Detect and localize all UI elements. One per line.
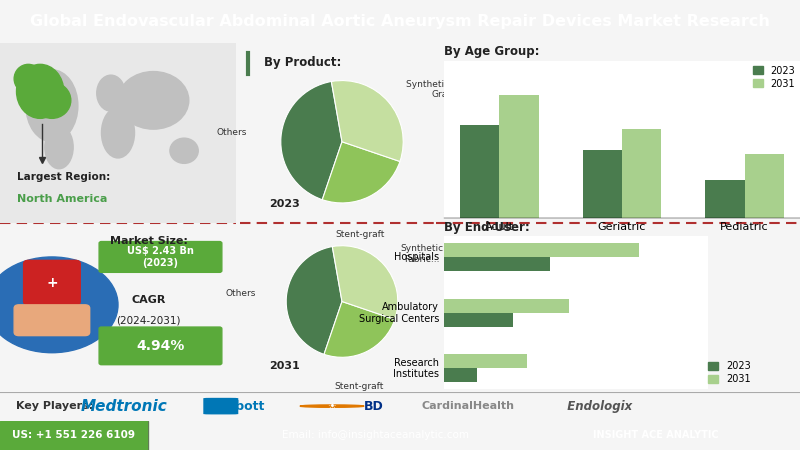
- Text: By End-User:: By End-User:: [444, 220, 530, 234]
- Text: Synthetic Fabric
Graft: Synthetic Fabric Graft: [406, 80, 479, 99]
- Wedge shape: [286, 247, 342, 354]
- Wedge shape: [332, 246, 398, 320]
- FancyBboxPatch shape: [0, 43, 236, 223]
- Ellipse shape: [170, 138, 198, 163]
- Text: Key Players:: Key Players:: [16, 401, 94, 411]
- Circle shape: [0, 257, 118, 353]
- Text: Email: info@insightaceanalytic.com: Email: info@insightaceanalytic.com: [282, 430, 470, 441]
- Wedge shape: [324, 302, 395, 357]
- Ellipse shape: [102, 108, 134, 158]
- Wedge shape: [322, 142, 400, 203]
- Text: Endologix: Endologix: [559, 400, 633, 413]
- Text: 4.94%: 4.94%: [136, 339, 185, 353]
- Text: (2024-2031): (2024-2031): [117, 315, 181, 325]
- Text: North America: North America: [17, 194, 107, 204]
- Bar: [444, 299, 569, 313]
- Bar: [444, 369, 478, 382]
- FancyBboxPatch shape: [99, 242, 222, 272]
- Bar: [444, 313, 514, 327]
- FancyBboxPatch shape: [14, 305, 90, 336]
- Wedge shape: [281, 81, 342, 200]
- Legend: 2023, 2031: 2023, 2031: [709, 361, 750, 384]
- Ellipse shape: [45, 126, 73, 169]
- FancyBboxPatch shape: [99, 327, 222, 364]
- Text: 2023: 2023: [270, 199, 300, 209]
- Bar: [706, 180, 745, 218]
- Text: Stent-graft: Stent-graft: [336, 230, 385, 239]
- FancyBboxPatch shape: [0, 421, 148, 450]
- Bar: [444, 355, 527, 369]
- Ellipse shape: [33, 82, 70, 118]
- Text: US$ 2.43 Bn
(2023): US$ 2.43 Bn (2023): [127, 246, 194, 268]
- Ellipse shape: [17, 64, 64, 118]
- Wedge shape: [331, 81, 403, 162]
- FancyBboxPatch shape: [24, 261, 80, 305]
- Bar: [622, 129, 662, 218]
- Text: CAGR: CAGR: [131, 295, 166, 305]
- Text: +: +: [46, 275, 58, 290]
- Text: Synthetic
Fabric...: Synthetic Fabric...: [401, 244, 444, 264]
- Bar: [582, 150, 622, 218]
- Text: US: +1 551 226 6109: US: +1 551 226 6109: [12, 430, 135, 441]
- Text: BD: BD: [364, 400, 384, 413]
- Text: Market Size:: Market Size:: [110, 236, 188, 247]
- Ellipse shape: [26, 70, 78, 142]
- Bar: [745, 154, 784, 218]
- Legend: 2023, 2031: 2023, 2031: [753, 66, 795, 89]
- Text: Others: Others: [225, 288, 255, 297]
- Text: Medtronic: Medtronic: [81, 399, 167, 414]
- Text: By Age Group:: By Age Group:: [444, 45, 539, 58]
- Text: By Product:: By Product:: [263, 55, 341, 68]
- Bar: [499, 95, 538, 218]
- Bar: [444, 243, 638, 257]
- FancyBboxPatch shape: [204, 399, 238, 414]
- Circle shape: [300, 405, 364, 407]
- Ellipse shape: [118, 72, 189, 129]
- Text: Largest Region:: Largest Region:: [17, 172, 110, 182]
- Text: ☀: ☀: [328, 401, 336, 411]
- Bar: [460, 125, 499, 218]
- Text: Global Endovascular Abdominal Aortic Aneurysm Repair Devices Market Research: Global Endovascular Abdominal Aortic Ane…: [30, 14, 770, 29]
- Text: CardinalHealth: CardinalHealth: [422, 401, 514, 411]
- Text: Abbott: Abbott: [208, 400, 264, 413]
- Text: Others: Others: [217, 128, 247, 137]
- Text: Stent-graft: Stent-graft: [334, 382, 383, 392]
- Bar: [444, 257, 550, 271]
- Text: INSIGHT ACE ANALYTIC: INSIGHT ACE ANALYTIC: [593, 430, 719, 441]
- Text: 2031: 2031: [270, 360, 300, 371]
- Ellipse shape: [97, 75, 125, 111]
- Ellipse shape: [14, 64, 42, 93]
